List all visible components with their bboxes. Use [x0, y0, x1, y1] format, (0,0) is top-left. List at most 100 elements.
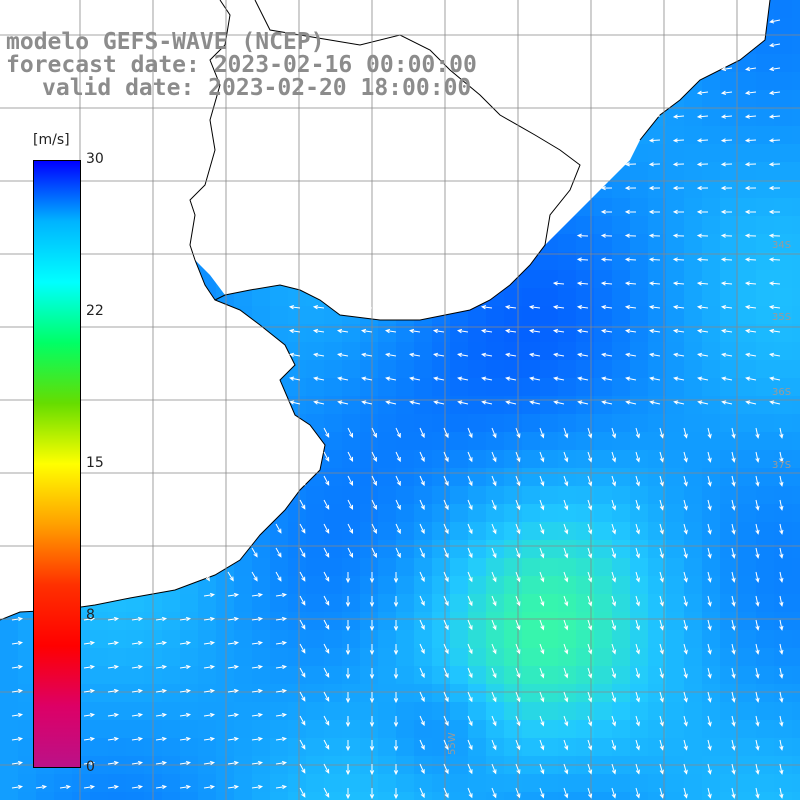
- wind-speed-cell: [594, 270, 612, 288]
- wind-speed-cell: [540, 522, 558, 540]
- wind-speed-cell: [522, 342, 540, 360]
- wind-speed-cell: [720, 378, 738, 396]
- wind-speed-cell: [378, 666, 396, 684]
- wind-arrow: [491, 643, 497, 655]
- wind-speed-cell: [270, 774, 288, 792]
- wind-arrow: [768, 114, 781, 119]
- wind-speed-cell: [72, 792, 90, 800]
- wind-arrow: [313, 376, 325, 381]
- wind-speed-cell: [630, 270, 648, 288]
- wind-speed-cell: [324, 630, 342, 648]
- wind-speed-cell: [0, 666, 18, 684]
- wind-arrow: [393, 620, 399, 632]
- wind-speed-cell: [414, 576, 432, 594]
- wind-arrow: [393, 740, 399, 752]
- wind-speed-cell: [540, 702, 558, 720]
- wind-arrow: [673, 352, 685, 358]
- wind-arrow: [393, 668, 399, 680]
- wind-speed-cell: [720, 252, 738, 270]
- wind-arrow: [683, 619, 688, 631]
- wind-speed-cell: [630, 216, 648, 234]
- wind-speed-cell: [792, 666, 800, 684]
- wind-speed-cell: [270, 702, 288, 720]
- wind-speed-cell: [396, 378, 414, 396]
- wind-speed-cell: [360, 540, 378, 558]
- wind-arrow: [179, 616, 192, 622]
- wind-arrow: [563, 523, 569, 535]
- wind-speed-cell: [522, 450, 540, 468]
- wind-speed-cell: [378, 450, 396, 468]
- wind-speed-cell: [414, 414, 432, 432]
- wind-arrow: [323, 643, 330, 654]
- wind-speed-cell: [774, 486, 792, 504]
- wind-speed-cell: [792, 180, 800, 198]
- wind-speed-cell: [792, 468, 800, 486]
- wind-speed-cell: [396, 630, 414, 648]
- wind-speed-cell: [396, 792, 414, 800]
- wind-speed-cell: [18, 648, 36, 666]
- wind-speed-cell: [720, 144, 738, 162]
- wind-speed-cell: [198, 648, 216, 666]
- wind-speed-cell: [774, 108, 792, 126]
- wind-speed-cell: [648, 216, 666, 234]
- wind-arrow: [443, 691, 449, 703]
- wind-speed-cell: [504, 702, 522, 720]
- wind-speed-cell: [180, 738, 198, 756]
- wind-speed-cell: [306, 558, 324, 576]
- wind-arrow: [337, 352, 349, 358]
- wind-speed-cell: [216, 738, 234, 756]
- wind-speed-cell: [504, 468, 522, 486]
- wind-speed-cell: [522, 270, 540, 288]
- wind-speed-cell: [684, 306, 702, 324]
- wind-speed-cell: [108, 684, 126, 702]
- wind-speed-cell: [702, 342, 720, 360]
- wind-arrow: [731, 475, 736, 487]
- wind-speed-cell: [666, 702, 684, 720]
- wind-arrow: [635, 715, 640, 727]
- wind-arrow: [299, 739, 306, 750]
- wind-speed-cell: [540, 666, 558, 684]
- wind-speed-cell: [504, 576, 522, 594]
- wind-speed-cell: [126, 774, 144, 792]
- wind-arrow: [539, 667, 545, 679]
- wind-speed-cell: [90, 630, 108, 648]
- wind-speed-cell: [792, 630, 800, 648]
- wind-speed-cell: [684, 144, 702, 162]
- wind-speed-cell: [594, 702, 612, 720]
- wind-speed-cell: [450, 702, 468, 720]
- wind-speed-cell: [252, 306, 270, 324]
- wind-arrow: [11, 688, 24, 694]
- wind-speed-cell: [18, 702, 36, 720]
- wind-arrow: [696, 162, 709, 167]
- wind-speed-cell: [576, 414, 594, 432]
- wind-arrow: [635, 475, 640, 487]
- wind-speed-cell: [630, 252, 648, 270]
- wind-arrow: [577, 400, 589, 405]
- wind-arrow: [755, 451, 760, 463]
- wind-speed-cell: [720, 180, 738, 198]
- wind-speed-cell: [360, 702, 378, 720]
- wind-arrow: [649, 400, 661, 405]
- wind-speed-cell: [504, 504, 522, 522]
- colorbar-tick-30: 30: [86, 151, 104, 167]
- wind-arrow: [11, 736, 24, 742]
- wind-arrow: [600, 328, 613, 334]
- wind-arrow: [347, 523, 354, 534]
- wind-speed-cell: [612, 396, 630, 414]
- wind-speed-cell: [558, 324, 576, 342]
- wind-arrow: [624, 257, 637, 262]
- wind-arrow: [635, 451, 640, 463]
- wind-arrow: [393, 596, 399, 608]
- wind-speed-cell: [126, 792, 144, 800]
- wind-speed-cell: [306, 396, 324, 414]
- wind-speed-cell: [306, 342, 324, 360]
- wind-speed-cell: [198, 702, 216, 720]
- wind-speed-cell: [648, 270, 666, 288]
- wind-speed-cell: [306, 522, 324, 540]
- wind-speed-cell: [504, 684, 522, 702]
- wind-speed-cell: [450, 414, 468, 432]
- wind-speed-cell: [540, 270, 558, 288]
- wind-arrow: [672, 114, 685, 119]
- wind-arrow: [707, 667, 712, 679]
- wind-arrow: [672, 66, 685, 72]
